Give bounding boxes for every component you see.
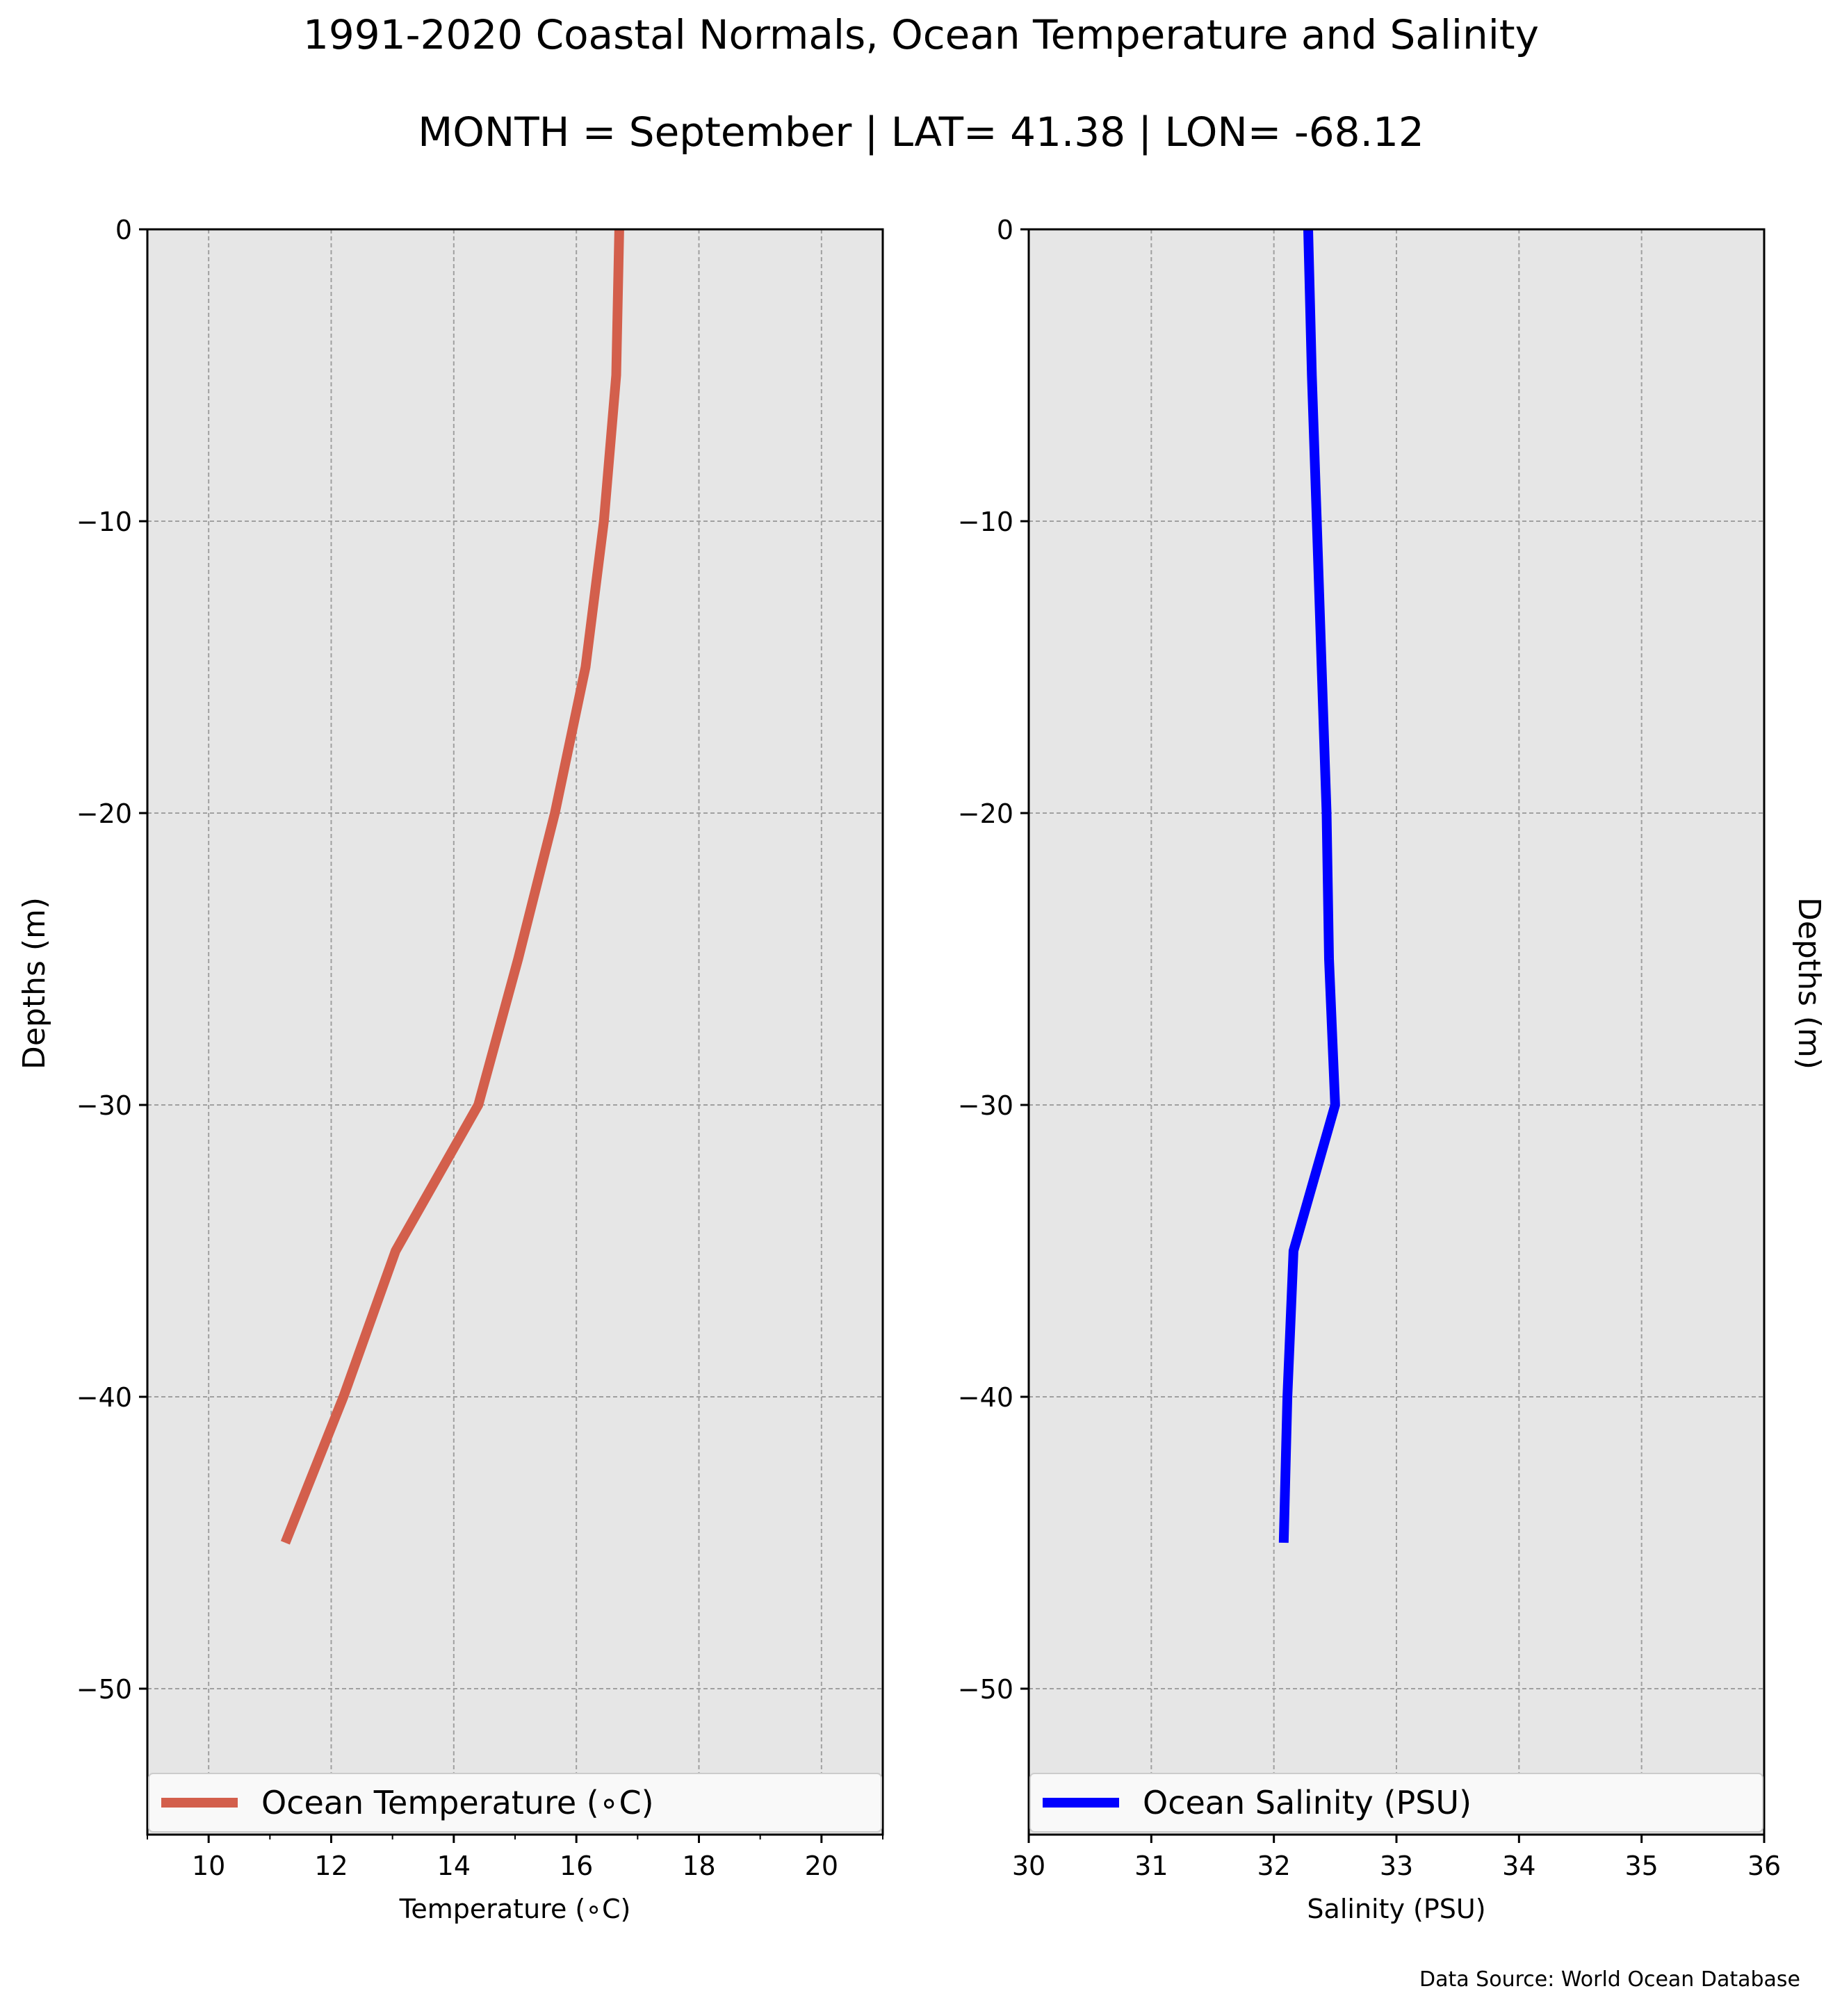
y-tick-label: 0: [997, 215, 1013, 245]
x-tick-label: 32: [1257, 1851, 1290, 1881]
x-tick-label: 30: [1012, 1851, 1045, 1881]
legend-label: Ocean Salinity (PSU): [1143, 1784, 1472, 1821]
x-tick-label: 10: [192, 1851, 225, 1881]
temperature-panel: 0 −10 −20 −30 −40 −50 10 12 14 16 18 20 Ocean Temper…: [17, 215, 884, 1924]
y-tick-label: −10: [958, 507, 1013, 537]
salinity-panel: 0 −10 −20 −30 −40 −50 30 31 32 33 34 35 36 Ocean Sali…: [958, 215, 1827, 1924]
y-axis-label: Depths (m): [17, 897, 52, 1070]
plot-area: [147, 229, 883, 1835]
data-source-note: Data Source: World Ocean Database: [1419, 1967, 1800, 1992]
y-tick-label: −40: [76, 1382, 132, 1413]
x-tick-label: 33: [1380, 1851, 1413, 1881]
legend: Ocean Salinity (PSU): [1029, 1773, 1763, 1833]
y-tick-label: −40: [958, 1382, 1013, 1413]
y-tick-label: −30: [958, 1090, 1013, 1121]
y-axis-label: Depths (m): [1791, 897, 1827, 1070]
x-tick-label: 12: [314, 1851, 348, 1881]
x-axis-label: Salinity (PSU): [1307, 1894, 1485, 1924]
y-tick-label: −50: [958, 1674, 1013, 1705]
series-line: [1278, 229, 1340, 1543]
legend-box: [1029, 1773, 1763, 1833]
x-tick-label: 36: [1747, 1851, 1781, 1881]
series-line: [280, 229, 624, 1545]
y-tick-label: −10: [76, 507, 132, 537]
y-tick-label: −30: [76, 1090, 132, 1121]
chart-title: 1991-2020 Coastal Normals, Ocean Tempera…: [303, 11, 1539, 58]
x-tick-label: 34: [1502, 1851, 1535, 1881]
legend-label: Ocean Temperature (∘C): [261, 1784, 654, 1821]
x-tick-label: 31: [1134, 1851, 1168, 1881]
y-tick-label: −50: [76, 1674, 132, 1705]
y-tick-label: −20: [76, 798, 132, 829]
y-tick-label: −20: [958, 798, 1013, 829]
x-axis-label: Temperature (∘C): [399, 1894, 631, 1924]
x-tick-label: 20: [805, 1851, 838, 1881]
legend-box: [148, 1773, 882, 1833]
y-tick-label: 0: [115, 215, 132, 245]
x-tick-label: 35: [1624, 1851, 1658, 1881]
chart-subtitle: MONTH = September | LAT= 41.38 | LON= -6…: [418, 108, 1424, 156]
x-tick-label: 18: [682, 1851, 715, 1881]
x-tick-label: 16: [560, 1851, 593, 1881]
legend: Ocean Temperature (∘C): [148, 1773, 882, 1833]
x-tick-label: 14: [437, 1851, 471, 1881]
